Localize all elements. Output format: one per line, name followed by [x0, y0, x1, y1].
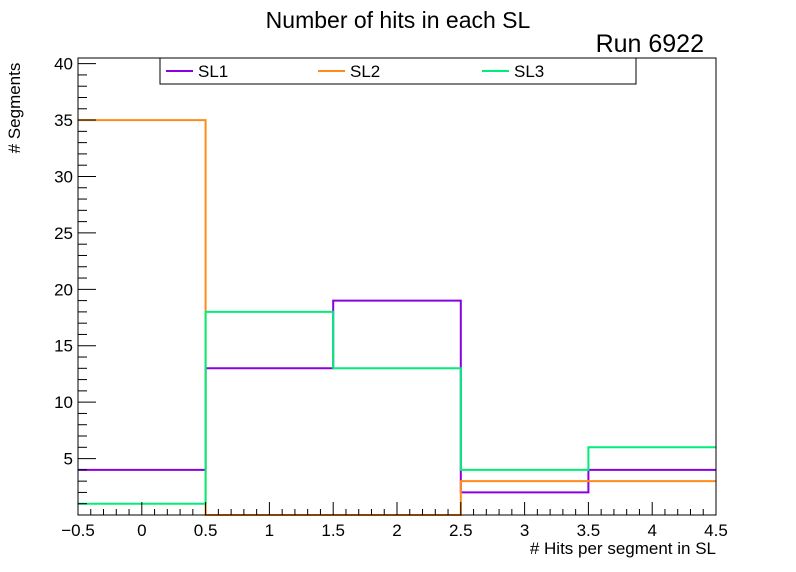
series-SL2 [78, 119, 716, 516]
run-annotation: Run 6922 [596, 30, 704, 58]
y-axis-label: # Segments [5, 63, 24, 154]
legend-item-SL1: SL1 [166, 62, 228, 81]
y-tick-label: 10 [54, 393, 73, 412]
x-tick-label: 4.5 [704, 521, 728, 540]
series-line-SL1 [78, 299, 716, 494]
y-tick-label: 20 [54, 280, 73, 299]
legend-label: SL1 [198, 62, 228, 81]
x-tick-label: 1.5 [321, 521, 345, 540]
x-tick-label: 1 [265, 521, 274, 540]
x-tick-label: 3.5 [577, 521, 601, 540]
x-tick-label: −0.5 [61, 521, 95, 540]
legend-label: SL2 [350, 62, 380, 81]
y-tick-label: 15 [54, 337, 73, 356]
legend-box [159, 57, 637, 85]
x-tick-label: 2 [392, 521, 401, 540]
series-line-SL2 [78, 119, 716, 516]
histogram-series-layer [78, 119, 716, 516]
legend-label: SL3 [514, 62, 544, 81]
x-tick-label: 0.5 [194, 521, 218, 540]
x-tick-label: 4 [647, 521, 656, 540]
chart-title: Number of hits in each SL [266, 7, 531, 33]
axis-layer: −0.5 0 0.5 1 1.5 2 2.5 3 3.5 4 4.5 5 10 15 20 25 30 35 40 [54, 55, 728, 540]
x-tick-label: 2.5 [449, 521, 473, 540]
series-SL3 [78, 310, 716, 505]
series-SL1 [78, 299, 716, 494]
y-tick-label: 5 [64, 450, 73, 469]
x-axis-label: # Hits per segment in SL [530, 539, 716, 558]
y-tick-label: 25 [54, 224, 73, 243]
legend-item-SL3: SL3 [482, 62, 544, 81]
x-tick-label: 3 [520, 521, 529, 540]
legend-item-SL2: SL2 [318, 62, 380, 81]
y-tick-label: 40 [54, 55, 73, 74]
legend: SL1 SL2 SL3 [159, 57, 637, 85]
y-tick-label: 30 [54, 167, 73, 186]
series-line-SL3 [78, 310, 716, 505]
y-tick-label: 35 [54, 111, 73, 130]
x-tick-label: 0 [137, 521, 146, 540]
